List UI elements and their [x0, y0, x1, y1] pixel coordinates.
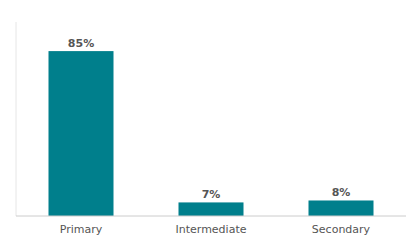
bar	[49, 51, 114, 216]
x-tick-label: Secondary	[312, 223, 371, 236]
data-label: 85%	[68, 37, 94, 50]
chart: 85% 7% 8% Primary Intermediate Secondary	[0, 0, 416, 250]
bars	[49, 51, 374, 216]
x-tick-label: Intermediate	[176, 223, 247, 236]
y-axis-line	[16, 22, 17, 216]
x-tick-label: Primary	[60, 223, 103, 236]
bar	[179, 202, 244, 216]
data-label: 8%	[332, 186, 351, 199]
x-axis-line	[16, 216, 406, 217]
bar	[309, 200, 374, 216]
data-label: 7%	[202, 188, 221, 201]
